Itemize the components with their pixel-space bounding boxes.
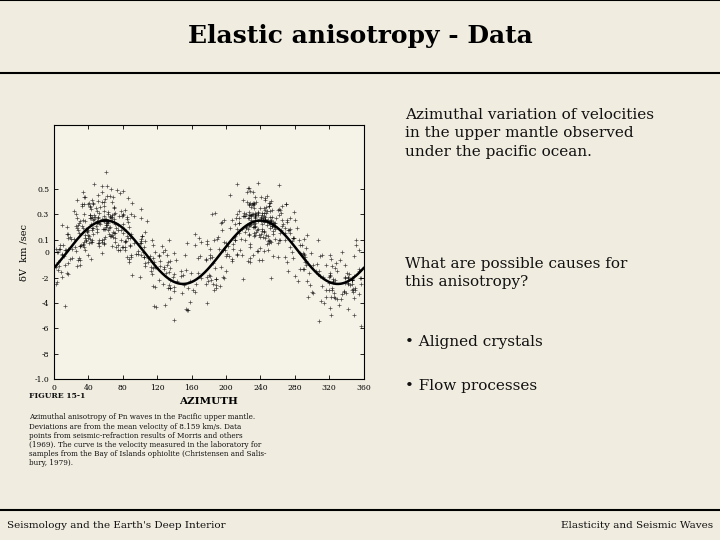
Text: • Aligned crystals: • Aligned crystals	[405, 335, 543, 349]
Text: Azimuthal variation of velocities
in the upper mantle observed
under the pacific: Azimuthal variation of velocities in the…	[405, 108, 654, 159]
Text: Elasticity and Seismic Waves: Elasticity and Seismic Waves	[561, 521, 713, 530]
Text: What are possible causes for
this anisotropy?: What are possible causes for this anisot…	[405, 256, 627, 289]
Text: Elastic anisotropy - Data: Elastic anisotropy - Data	[188, 24, 532, 49]
Text: Azimuthal anisotropy of Pn waves in the Pacific upper mantle.
Deviations are fro: Azimuthal anisotropy of Pn waves in the …	[29, 414, 266, 468]
X-axis label: AZIMUTH: AZIMUTH	[179, 397, 238, 407]
Text: FIGURE 15-1: FIGURE 15-1	[29, 392, 85, 400]
Text: • Flow processes: • Flow processes	[405, 379, 537, 393]
Text: Seismology and the Earth's Deep Interior: Seismology and the Earth's Deep Interior	[7, 521, 226, 530]
Y-axis label: δV  km /sec: δV km /sec	[20, 224, 29, 281]
